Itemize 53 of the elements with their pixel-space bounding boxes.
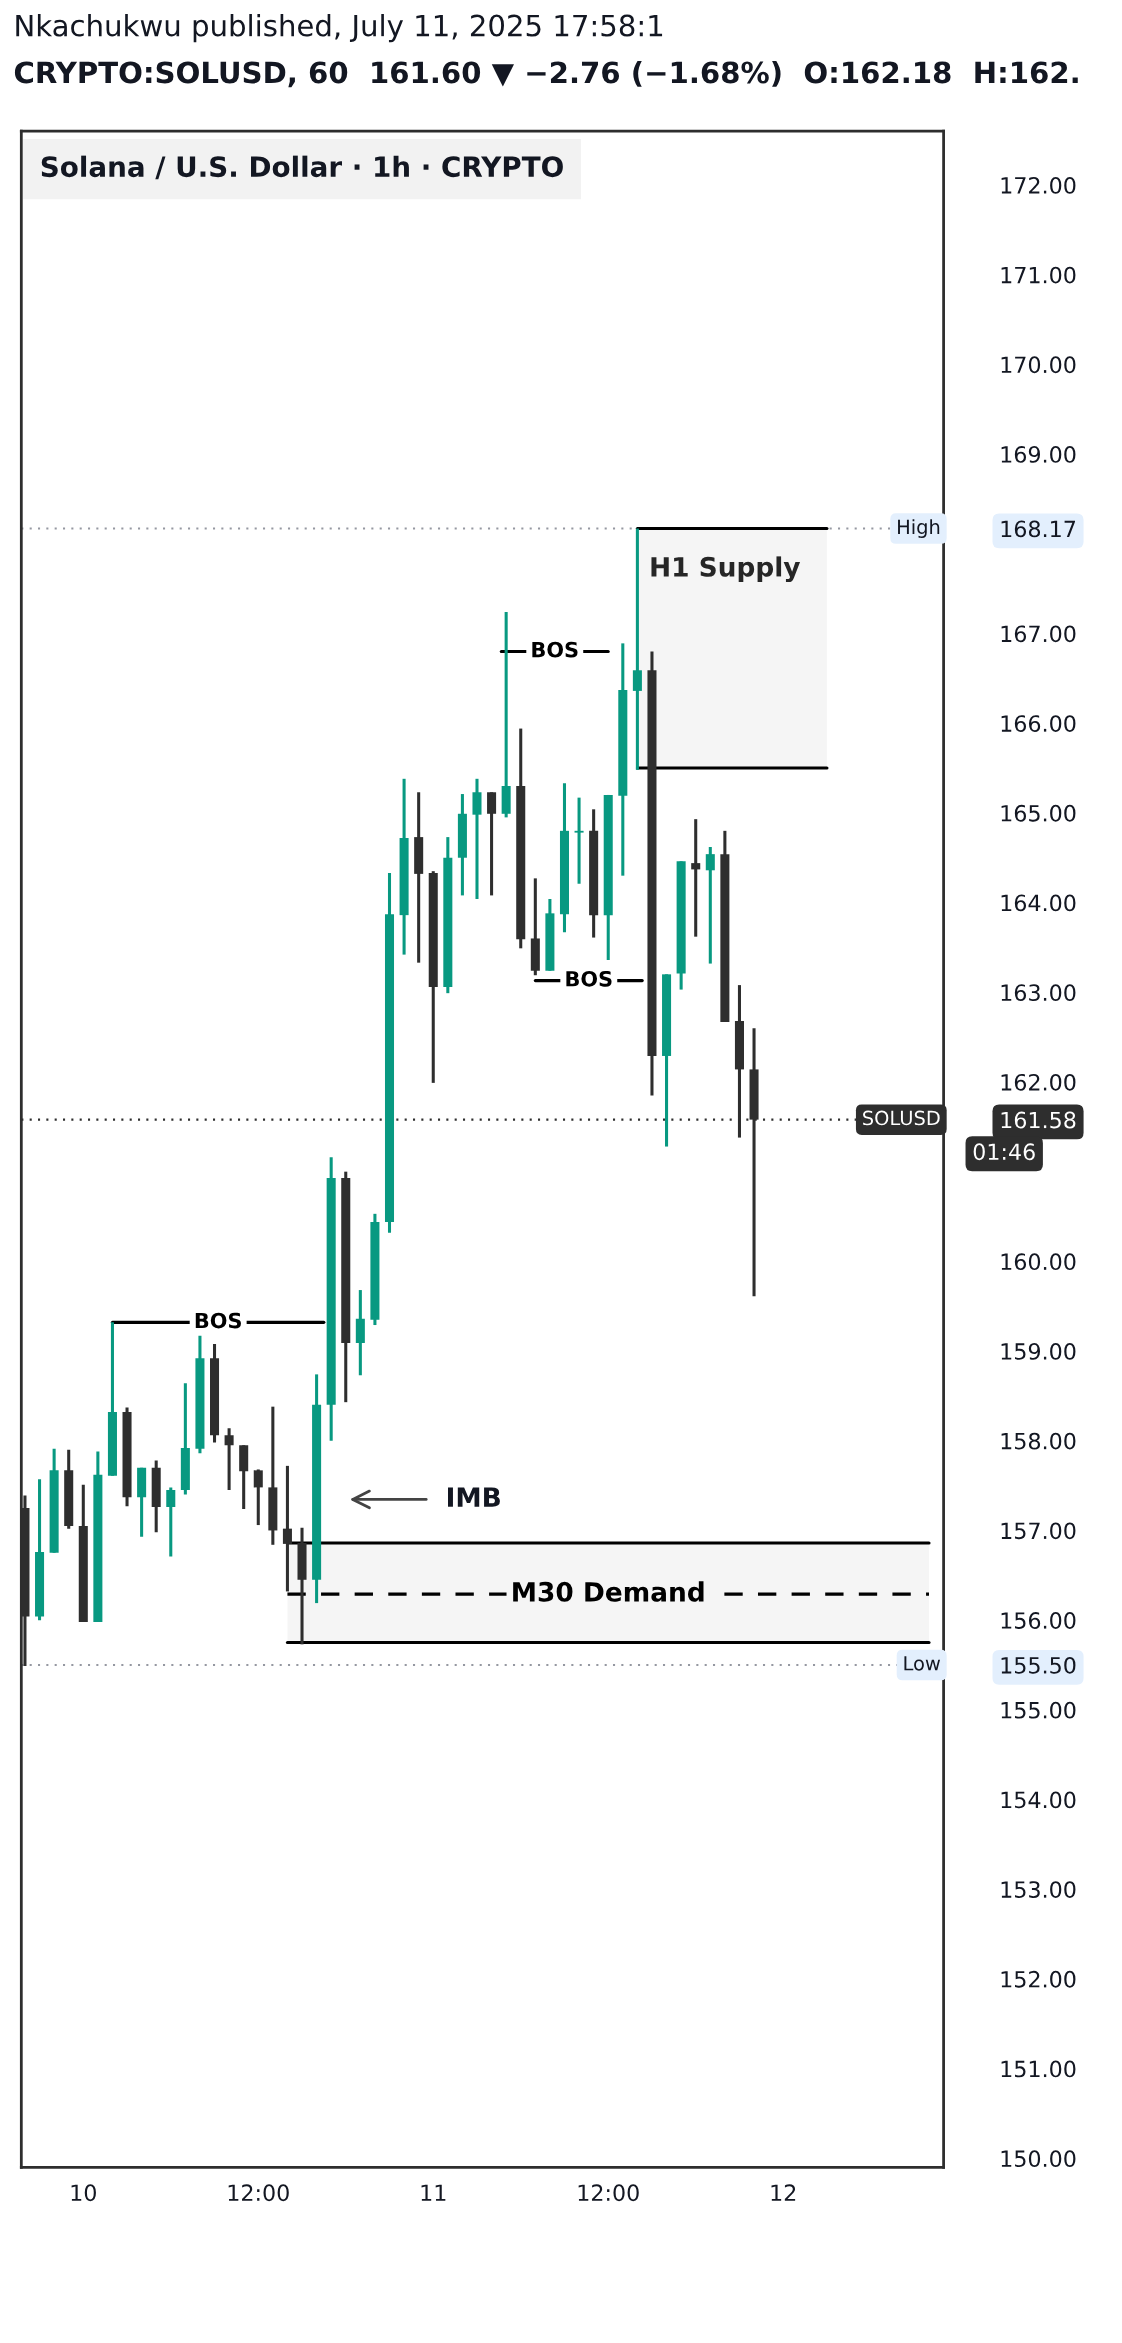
y-tick-label: 162.00 (1001, 1073, 1076, 1091)
candlestick (224, 1428, 234, 1491)
y-tick-label: 166.00 (1001, 715, 1076, 732)
candlestick (574, 797, 584, 884)
candlestick (501, 611, 511, 818)
x-tick-label: 12 (771, 2184, 796, 2201)
y-tick-label: 168.17 (1001, 520, 1076, 538)
series-label: BOS (566, 970, 612, 987)
text: CRYPTO:SOLUSD, 60 161.60 ▼ −2.76 (−1.68%) O:162.18 H:162. (14, 60, 1078, 88)
y-tick-label: 170.00 (1001, 356, 1076, 374)
candlestick (487, 792, 497, 896)
y-tick-label: 151.00 (1001, 2060, 1076, 2078)
annotation: IMB (447, 1487, 500, 1507)
candlestick (166, 1487, 176, 1557)
ref-line-label: SOLUSD (863, 1110, 940, 1126)
series-label: M30 Demand (513, 1581, 704, 1602)
y-tick-label: 159.00 (1001, 1343, 1076, 1360)
y-tick-label: 156.00 (1001, 1612, 1076, 1629)
ref-line-label: Low (904, 1656, 941, 1671)
y-tick-label: 165.00 (1001, 804, 1076, 822)
x-tick-label: 12:00 (578, 2184, 639, 2202)
series-label: BOS (195, 1312, 241, 1329)
series-label: BOS (532, 641, 578, 658)
y-tick-label: 152.00 (1001, 1970, 1076, 1988)
candlestick (282, 1464, 292, 1592)
y-tick-label: 161.58 (1001, 1111, 1076, 1129)
y-tick-label: 164.00 (1001, 894, 1076, 912)
y-tick-label: 155.50 (1001, 1656, 1076, 1674)
ref-line-label: High (898, 519, 940, 538)
y-tick-label: 154.00 (1001, 1791, 1076, 1809)
y-tick-label: 172.00 (1001, 176, 1076, 194)
candlestick (705, 846, 715, 964)
text: 01:46 (973, 1143, 1035, 1161)
text: Solana / U.S. Dollar · 1h · CRYPTO (41, 155, 563, 180)
x-tick-label: 11 (421, 2184, 446, 2201)
candlestick (691, 819, 701, 937)
y-tick-label: 153.00 (1001, 1881, 1076, 1898)
x-tick-label: 12:00 (228, 2184, 289, 2202)
y-tick-label: 163.00 (1001, 984, 1076, 1002)
y-tick-label: 150.00 (1001, 2150, 1076, 2168)
y-tick-label: 160.00 (1001, 1253, 1076, 1271)
candlestick (253, 1469, 263, 1527)
y-tick-label: 169.00 (1001, 446, 1076, 463)
text: Nkachukwu published, July 11, 2025 17:58:1 (16, 14, 663, 43)
y-tick-label: 157.00 (1001, 1522, 1076, 1540)
y-tick-label: 171.00 (1001, 266, 1076, 284)
series-label: H1 Supply (651, 556, 801, 583)
y-tick-label: 167.00 (1001, 625, 1076, 643)
candlestick (632, 528, 642, 770)
y-tick-label: 155.00 (1001, 1701, 1076, 1719)
y-tick-label: 158.00 (1001, 1432, 1076, 1450)
x-tick-label: 10 (71, 2184, 96, 2202)
candlestick (472, 777, 482, 899)
